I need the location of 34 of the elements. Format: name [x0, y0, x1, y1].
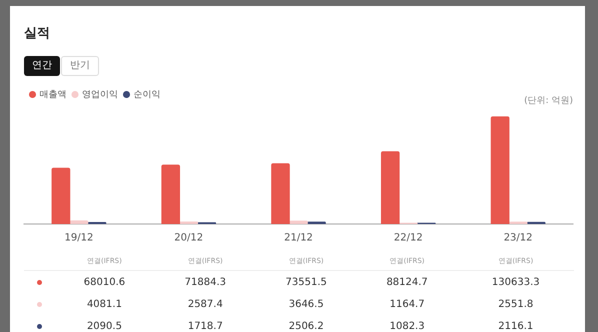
legend-label: 매출액 [40, 90, 66, 100]
data-label: 130633.3 [490, 276, 541, 290]
data-label: 1164.7 [388, 298, 426, 312]
x-tick-label: 19/12 [64, 232, 94, 244]
bar [289, 220, 308, 224]
x-tick-label: 23/12 [504, 232, 533, 244]
text: (단위: 억원) [524, 95, 573, 107]
x-tick-label: 20/12 [174, 232, 204, 244]
x-tick-label: 21/12 [284, 232, 313, 244]
text: 반기 [61, 56, 99, 76]
data-label: 2116.1 [497, 320, 534, 332]
bar [161, 164, 180, 224]
data-label: 2506.2 [288, 320, 325, 332]
data-label: 1082.3 [388, 320, 426, 332]
text: 연간 [24, 56, 60, 76]
data-label: 88124.7 [385, 276, 429, 290]
bar [70, 220, 88, 224]
data-label: 73551.5 [284, 276, 328, 290]
data-label: 68010.6 [82, 276, 126, 290]
legend-label: 영업이익 [82, 90, 118, 100]
chart-title: 실적 [24, 25, 50, 42]
bar [490, 116, 510, 224]
x-tick-label: 22/12 [394, 232, 423, 244]
data-label: 1718.7 [186, 320, 224, 332]
data-label: 2090.5 [86, 320, 123, 332]
bar [271, 163, 290, 224]
data-label: 71884.3 [184, 276, 228, 290]
data-label: 3646.5 [288, 298, 325, 312]
data-label: 2551.8 [497, 298, 534, 312]
legend-label: 순이익 [134, 90, 160, 100]
bar [52, 168, 70, 224]
data-label: 2587.4 [186, 298, 224, 312]
bar [380, 151, 400, 224]
data-label: 4081.1 [86, 298, 123, 312]
